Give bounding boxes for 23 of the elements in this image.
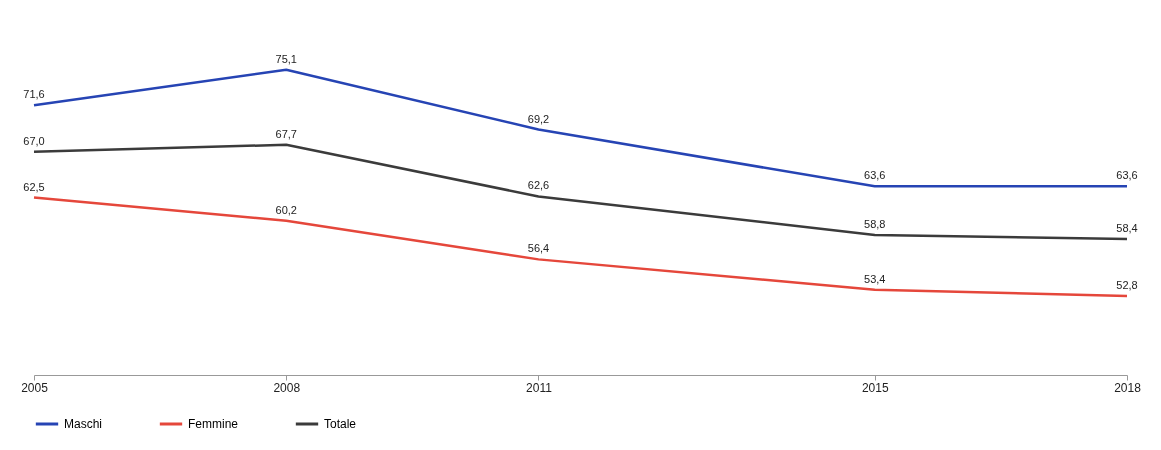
x-tick-label: 2005 [21,380,49,395]
data-label: 53,4 [864,272,886,285]
data-label: 60,2 [275,203,297,216]
x-tick-label: 2015 [861,380,889,395]
x-tick-label: 2011 [526,380,553,395]
data-label: 75,1 [275,52,297,65]
data-label: 58,8 [864,218,886,231]
x-tick-label: 2018 [1114,380,1142,395]
legend-label: Totale [324,417,357,431]
data-label: 62,5 [23,180,45,193]
legend-label: Maschi [64,417,103,431]
data-label: 63,6 [1116,169,1138,182]
data-label: 58,4 [1116,222,1138,235]
data-label: 67,0 [23,134,45,147]
data-label: 63,6 [864,169,886,182]
x-tick-label: 2008 [273,380,301,395]
data-label: 56,4 [527,242,550,255]
data-label: 69,2 [527,112,550,125]
data-label: 52,8 [1116,278,1138,291]
legend-label: Femmine [188,417,239,431]
data-label: 71,6 [23,88,45,101]
data-label: 67,7 [275,127,297,140]
data-label: 62,6 [527,179,550,192]
